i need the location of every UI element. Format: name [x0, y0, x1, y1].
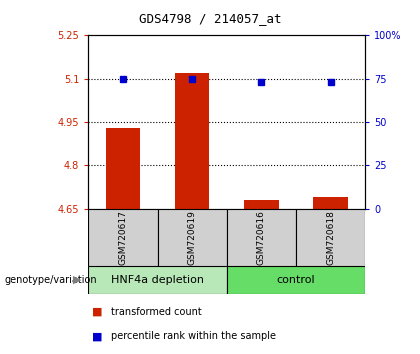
- Text: ■: ■: [92, 331, 103, 341]
- Bar: [313, 197, 348, 209]
- Bar: [88, 209, 158, 266]
- Text: ▶: ▶: [74, 275, 82, 285]
- Bar: [105, 128, 140, 209]
- Bar: [227, 266, 365, 294]
- Bar: [244, 200, 279, 209]
- Bar: [296, 209, 365, 266]
- Bar: [175, 73, 210, 209]
- Text: HNF4a depletion: HNF4a depletion: [111, 275, 204, 285]
- Text: GDS4798 / 214057_at: GDS4798 / 214057_at: [139, 12, 281, 25]
- Text: GSM720616: GSM720616: [257, 210, 266, 265]
- Text: control: control: [277, 275, 315, 285]
- Text: transformed count: transformed count: [111, 307, 202, 316]
- Text: ■: ■: [92, 307, 103, 316]
- Bar: [158, 209, 227, 266]
- Text: percentile rank within the sample: percentile rank within the sample: [111, 331, 276, 341]
- Text: GSM720618: GSM720618: [326, 210, 335, 265]
- Text: genotype/variation: genotype/variation: [4, 275, 97, 285]
- Bar: [88, 266, 227, 294]
- Text: GSM720617: GSM720617: [118, 210, 127, 265]
- Text: GSM720619: GSM720619: [188, 210, 197, 265]
- Bar: [227, 209, 296, 266]
